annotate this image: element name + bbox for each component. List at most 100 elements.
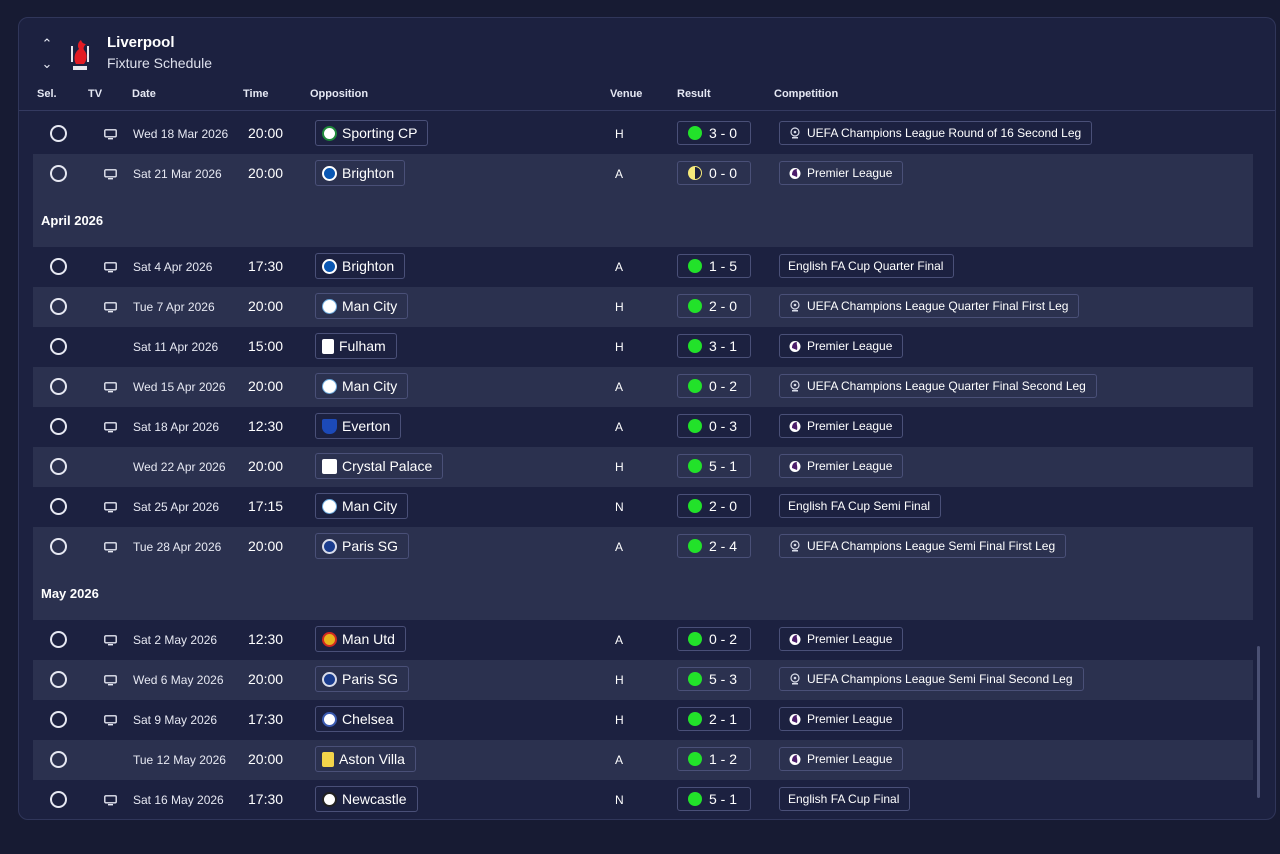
select-radio[interactable] [50, 631, 67, 648]
col-opposition[interactable]: Opposition [310, 88, 369, 100]
result-button[interactable]: 0 - 2 [677, 627, 751, 651]
select-radio[interactable] [50, 791, 67, 808]
opposition-button[interactable]: Chelsea [315, 706, 405, 732]
tv-icon [104, 302, 117, 313]
win-indicator-icon [688, 499, 702, 513]
premier-league-icon [789, 421, 801, 432]
select-radio[interactable] [50, 458, 67, 475]
opposition-button[interactable]: Crystal Palace [315, 453, 444, 479]
select-radio[interactable] [50, 671, 67, 688]
opposition-button[interactable]: Brighton [315, 160, 406, 186]
select-radio[interactable] [50, 751, 67, 768]
kickoff-time: 20:00 [248, 165, 284, 181]
competition-button[interactable]: Premier League [779, 454, 904, 478]
match-date: Sat 11 Apr 2026 [133, 340, 219, 354]
select-radio[interactable] [50, 338, 67, 355]
opposition-button[interactable]: Man City [315, 373, 409, 399]
chevron-up-icon[interactable]: ⌃ [41, 36, 53, 51]
fixture-row[interactable]: Sat 25 Apr 2026 17:15 Man City N 2 - 0 E… [33, 487, 1253, 527]
fixture-row[interactable]: Sat 4 Apr 2026 17:30 Brighton A 1 - 5 En… [33, 247, 1253, 287]
fixture-row[interactable]: Sat 11 Apr 2026 15:00 Fulham H 3 - 1 Pre… [33, 327, 1253, 367]
result-score: 1 - 2 [709, 751, 738, 767]
select-radio[interactable] [50, 538, 67, 555]
panel-header: ⌃ ⌄ Liverpool Fixture Schedule [19, 18, 1275, 78]
competition-button[interactable]: Premier League [779, 707, 904, 731]
competition-button[interactable]: English FA Cup Final [779, 787, 911, 811]
col-result[interactable]: Result [677, 88, 711, 100]
opposition-button[interactable]: Sporting CP [315, 120, 429, 146]
result-button[interactable]: 5 - 3 [677, 667, 751, 691]
competition-button[interactable]: Premier League [779, 161, 904, 185]
select-radio[interactable] [50, 125, 67, 142]
opposition-button[interactable]: Man City [315, 293, 409, 319]
result-button[interactable]: 1 - 2 [677, 747, 751, 771]
result-button[interactable]: 2 - 4 [677, 534, 751, 558]
fixture-row[interactable]: Wed 6 May 2026 20:00 Paris SG H 5 - 3 UE… [33, 660, 1253, 700]
opposition-button[interactable]: Paris SG [315, 533, 410, 559]
col-sel[interactable]: Sel. [37, 88, 57, 100]
col-venue[interactable]: Venue [610, 88, 643, 100]
result-button[interactable]: 2 - 0 [677, 494, 751, 518]
fixture-row[interactable]: Wed 18 Mar 2026 20:00 Sporting CP H 3 - … [33, 114, 1253, 154]
kickoff-time: 20:00 [248, 671, 284, 687]
result-button[interactable]: 2 - 0 [677, 294, 751, 318]
opposition-button[interactable]: Man Utd [315, 626, 406, 652]
col-time[interactable]: Time [243, 88, 269, 100]
venue: A [615, 260, 624, 274]
result-button[interactable]: 2 - 1 [677, 707, 751, 731]
result-button[interactable]: 3 - 1 [677, 334, 751, 358]
result-button[interactable]: 5 - 1 [677, 787, 751, 811]
competition-button[interactable]: Premier League [779, 747, 904, 771]
result-button[interactable]: 0 - 0 [677, 161, 751, 185]
select-radio[interactable] [50, 418, 67, 435]
select-radio[interactable] [50, 258, 67, 275]
chevron-down-icon[interactable]: ⌄ [41, 56, 53, 71]
competition-button[interactable]: Premier League [779, 334, 904, 358]
select-radio[interactable] [50, 711, 67, 728]
fixture-row[interactable]: Sat 21 Mar 2026 20:00 Brighton A 0 - 0 P… [33, 154, 1253, 194]
result-button[interactable]: 3 - 0 [677, 121, 751, 145]
col-tv[interactable]: TV [88, 88, 103, 100]
fixture-row[interactable]: Sat 18 Apr 2026 12:30 Everton A 0 - 3 Pr… [33, 407, 1253, 447]
select-radio[interactable] [50, 298, 67, 315]
scrollbar[interactable] [1257, 646, 1260, 798]
result-button[interactable]: 1 - 5 [677, 254, 751, 278]
competition-button[interactable]: Premier League [779, 414, 904, 438]
opposition-button[interactable]: Aston Villa [315, 746, 416, 772]
select-radio[interactable] [50, 165, 67, 182]
result-button[interactable]: 5 - 1 [677, 454, 751, 478]
select-radio[interactable] [50, 378, 67, 395]
fixture-row[interactable]: Tue 28 Apr 2026 20:00 Paris SG A 2 - 4 U… [33, 527, 1253, 567]
manutd-badge-icon [322, 631, 337, 647]
competition-button[interactable]: Premier League [779, 627, 904, 651]
col-date[interactable]: Date [132, 88, 156, 100]
result-button[interactable]: 0 - 3 [677, 414, 751, 438]
competition-button[interactable]: UEFA Champions League Semi Final Second … [779, 667, 1084, 691]
competition-button[interactable]: UEFA Champions League Quarter Final Seco… [779, 374, 1097, 398]
fixture-row[interactable]: Tue 12 May 2026 20:00 Aston Villa A 1 - … [33, 740, 1253, 780]
opposition-button[interactable]: Fulham [315, 333, 397, 359]
opposition-button[interactable]: Man City [315, 493, 409, 519]
col-competition[interactable]: Competition [774, 88, 839, 100]
result-button[interactable]: 0 - 2 [677, 374, 751, 398]
competition-button[interactable]: UEFA Champions League Round of 16 Second… [779, 121, 1093, 145]
opposition-button[interactable]: Brighton [315, 253, 406, 279]
win-indicator-icon [688, 752, 702, 766]
venue: H [615, 300, 624, 314]
kickoff-time: 20:00 [248, 751, 284, 767]
fixture-row[interactable]: Sat 2 May 2026 12:30 Man Utd A 0 - 2 Pre… [33, 620, 1253, 660]
competition-button[interactable]: English FA Cup Semi Final [779, 494, 942, 518]
fixture-row[interactable]: Sat 9 May 2026 17:30 Chelsea H 2 - 1 Pre… [33, 700, 1253, 740]
fixture-row[interactable]: Tue 7 Apr 2026 20:00 Man City H 2 - 0 UE… [33, 287, 1253, 327]
opposition-button[interactable]: Everton [315, 413, 402, 439]
competition-button[interactable]: English FA Cup Quarter Final [779, 254, 955, 278]
fixture-row[interactable]: Wed 15 Apr 2026 20:00 Man City A 0 - 2 U… [33, 367, 1253, 407]
opposition-name: Everton [342, 418, 391, 434]
opposition-button[interactable]: Newcastle [315, 786, 418, 812]
competition-button[interactable]: UEFA Champions League Quarter Final Firs… [779, 294, 1080, 318]
fixture-row[interactable]: Wed 22 Apr 2026 20:00 Crystal Palace H 5… [33, 447, 1253, 487]
fixture-row[interactable]: Sat 16 May 2026 17:30 Newcastle N 5 - 1 … [33, 780, 1253, 819]
opposition-button[interactable]: Paris SG [315, 666, 410, 692]
competition-button[interactable]: UEFA Champions League Semi Final First L… [779, 534, 1067, 558]
select-radio[interactable] [50, 498, 67, 515]
